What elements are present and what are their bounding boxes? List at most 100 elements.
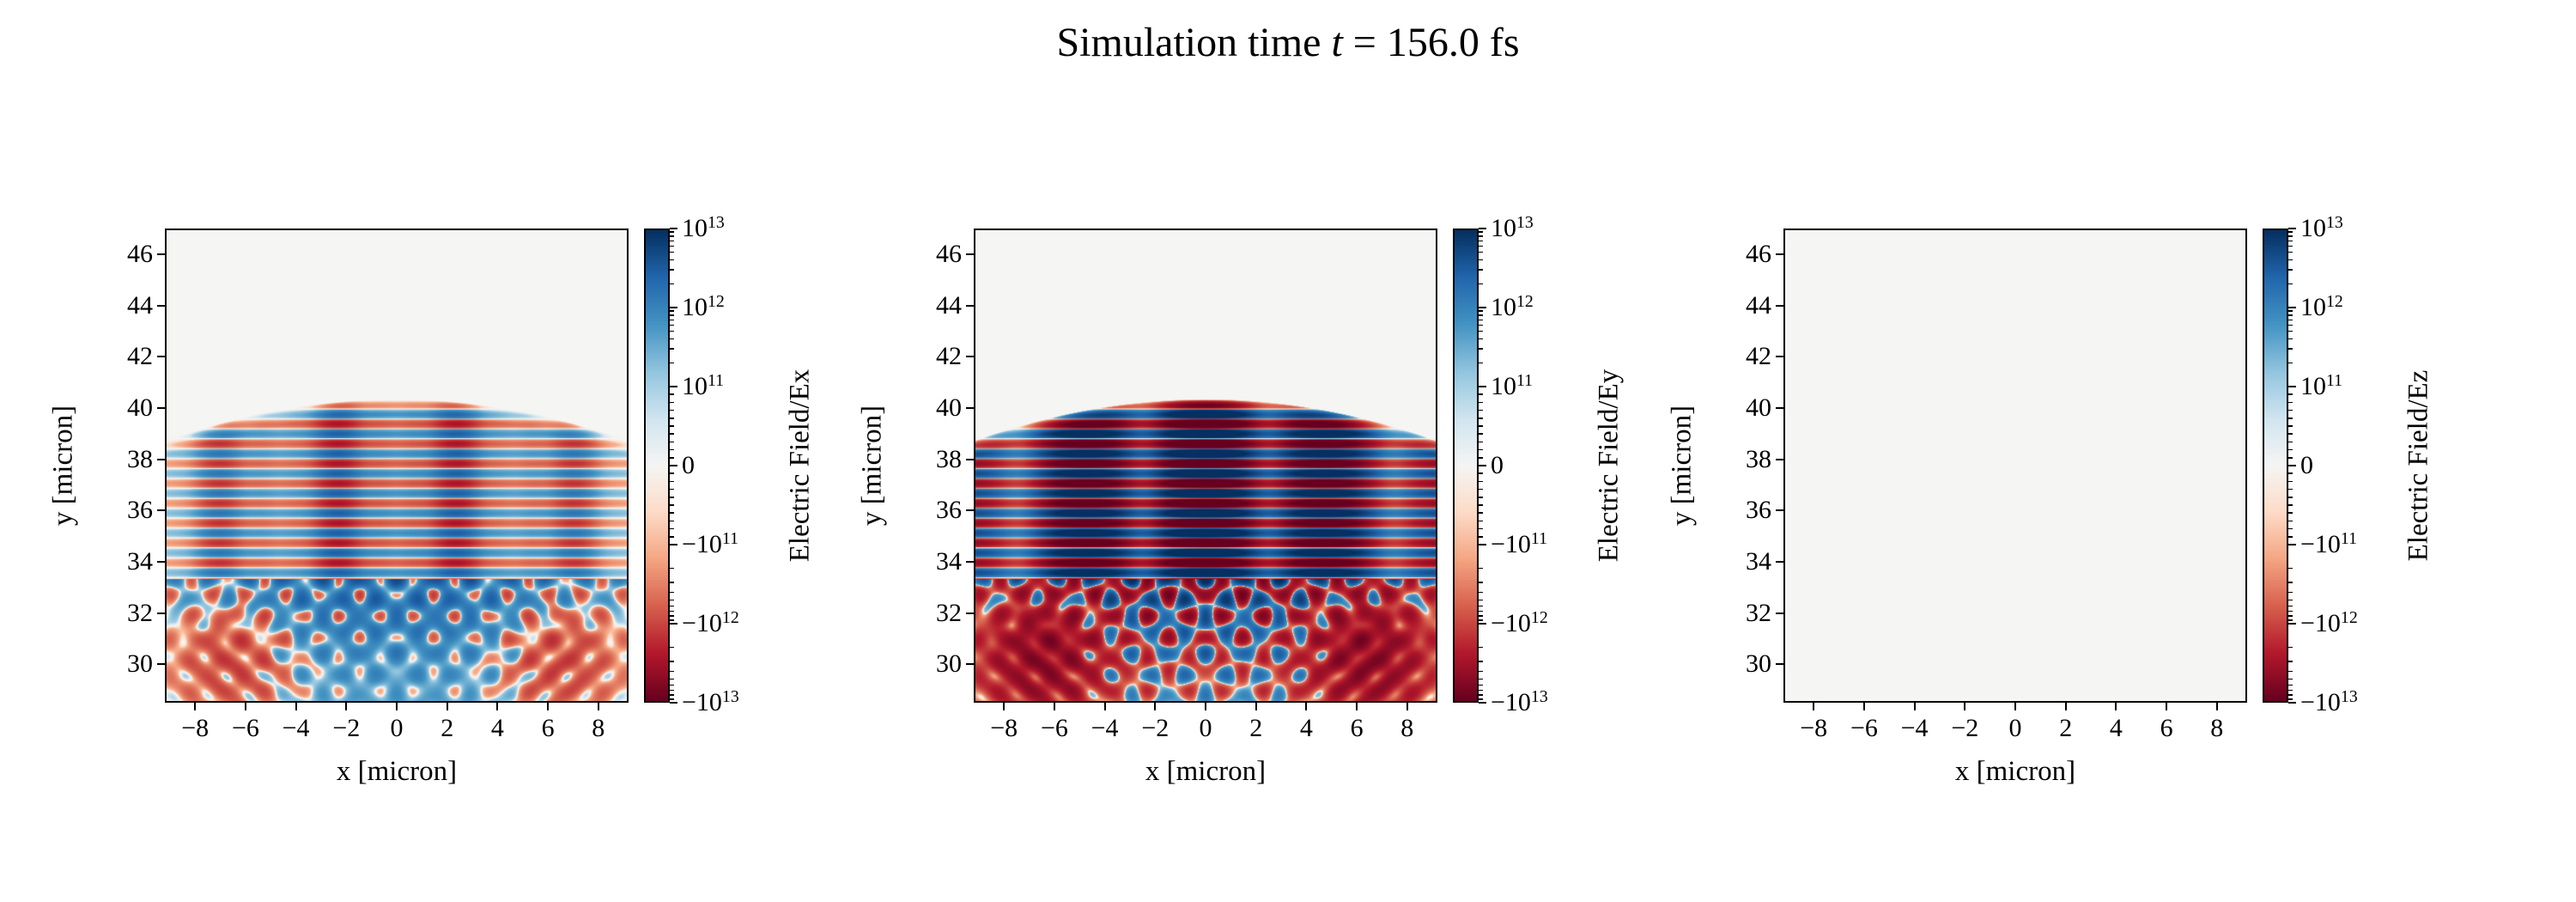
colorbar-minor-tick — [670, 314, 674, 316]
y-tick — [966, 253, 974, 255]
colorbar-minor-tick — [670, 330, 674, 332]
y-tick — [157, 509, 165, 512]
x-tick-label: 6 — [1350, 714, 1364, 742]
colorbar-canvas-ey — [1455, 230, 1477, 701]
colorbar-minor-tick — [2288, 536, 2293, 538]
colorbar-minor-tick — [1479, 409, 1483, 411]
colorbar-tick-label: 1011 — [1491, 371, 1534, 400]
colorbar-minor-tick — [2288, 251, 2293, 253]
colorbar-minor-tick — [2288, 615, 2293, 617]
x-tick — [1305, 703, 1308, 710]
colorbar-minor-tick — [670, 472, 674, 474]
colorbar-minor-tick — [2288, 441, 2293, 443]
colorbar-minor-tick — [2288, 425, 2293, 427]
y-tick — [1776, 509, 1783, 512]
colorbar-minor-tick — [670, 488, 674, 491]
colorbar-minor-tick — [1479, 527, 1483, 530]
colorbar-minor-tick — [2288, 619, 2293, 621]
colorbar-minor-tick — [1479, 480, 1483, 483]
colorbar-minor-tick — [1479, 417, 1483, 419]
x-tick — [547, 703, 550, 710]
y-tick — [157, 663, 165, 666]
colorbar-minor-tick — [2288, 497, 2293, 498]
y-axis-label-ex: y [micron] — [47, 405, 79, 527]
colorbar-minor-tick — [2288, 488, 2293, 491]
colorbar-minor-tick — [1479, 610, 1483, 613]
colorbar-minor-tick — [2288, 362, 2293, 364]
colorbar-minor-tick — [670, 661, 674, 662]
colorbar-minor-tick — [670, 409, 674, 411]
colorbar-minor-tick — [670, 269, 674, 271]
colorbar-minor-tick — [670, 527, 674, 530]
y-tick-label: 44 — [127, 290, 153, 320]
colorbar-minor-tick — [670, 324, 674, 326]
x-tick-label: 6 — [2160, 714, 2173, 742]
y-tick-label: 46 — [1746, 239, 1771, 268]
colorbar-minor-tick — [2288, 310, 2293, 312]
colorbar-minor-tick — [1479, 269, 1483, 271]
colorbar-tick-label: 1013 — [2300, 213, 2343, 242]
colorbar-minor-tick — [2288, 694, 2293, 696]
y-tick-label: 40 — [1746, 393, 1771, 422]
y-tick-label: 36 — [1746, 496, 1771, 525]
y-axis-label-ez: y [micron] — [1666, 405, 1698, 527]
colorbar-minor-tick — [670, 235, 674, 237]
colorbar-tick-label: −1013 — [2300, 687, 2358, 716]
y-tick-label: 42 — [1746, 342, 1771, 371]
colorbar-minor-tick — [1479, 324, 1483, 326]
y-tick-label: 44 — [936, 290, 962, 320]
x-tick-label: −8 — [1800, 714, 1828, 742]
colorbar-minor-tick — [1479, 599, 1483, 601]
y-axis-label-ey: y [micron] — [856, 405, 888, 527]
y-tick — [1776, 663, 1783, 666]
x-tick-label: 2 — [440, 714, 454, 742]
colorbar-minor-tick — [1479, 393, 1483, 395]
colorbar-minor-tick — [670, 678, 674, 680]
colorbar-tick — [1479, 386, 1486, 387]
colorbar-minor-tick — [670, 310, 674, 312]
colorbar-minor-tick — [1479, 646, 1483, 649]
colorbar-minor-tick — [2288, 698, 2293, 700]
heatmap-canvas-ex — [167, 230, 627, 701]
y-tick-label: 38 — [936, 444, 962, 473]
x-tick-label: −8 — [181, 714, 210, 742]
y-tick — [157, 612, 165, 614]
colorbar-minor-tick — [1479, 689, 1483, 692]
x-tick-label: 4 — [2109, 714, 2123, 742]
x-axis-label-ez: x [micron] — [1954, 756, 2076, 787]
colorbar-minor-tick — [670, 245, 674, 247]
colorbar-minor-tick — [1479, 567, 1483, 570]
colorbar-minor-tick — [670, 362, 674, 364]
colorbar-minor-tick — [670, 504, 674, 506]
colorbar-minor-tick — [2288, 245, 2293, 247]
colorbar-minor-tick — [2288, 448, 2293, 451]
colorbar-tick — [670, 623, 677, 625]
colorbar-tick — [2288, 386, 2296, 387]
colorbar-minor-tick — [1479, 520, 1483, 522]
colorbar-minor-tick — [2288, 591, 2293, 594]
x-tick — [1406, 703, 1408, 710]
x-tick-label: −2 — [332, 714, 361, 742]
y-tick-label: 34 — [936, 546, 962, 576]
x-tick — [396, 703, 398, 710]
y-tick — [157, 406, 165, 409]
y-tick-label: 40 — [127, 393, 153, 422]
x-axis-label-ey: x [micron] — [1145, 756, 1267, 787]
x-tick-label: 2 — [2059, 714, 2073, 742]
colorbar-minor-tick — [670, 240, 674, 241]
y-tick-label: 30 — [1746, 649, 1771, 679]
colorbar-tick-label: 0 — [1491, 451, 1504, 479]
x-tick — [1813, 703, 1815, 710]
y-tick-label: 34 — [127, 546, 153, 576]
y-tick-label: 32 — [127, 598, 153, 627]
colorbar-tick-label: −1012 — [1491, 608, 1548, 637]
colorbar-minor-tick — [2288, 512, 2293, 514]
colorbar-minor-tick — [670, 497, 674, 498]
y-tick — [966, 458, 974, 460]
colorbar-minor-tick — [1479, 497, 1483, 498]
colorbar-minor-tick — [1479, 694, 1483, 696]
colorbar-minor-tick — [670, 480, 674, 483]
colorbar-tick-label: 1011 — [682, 371, 725, 400]
x-tick — [2215, 703, 2218, 710]
